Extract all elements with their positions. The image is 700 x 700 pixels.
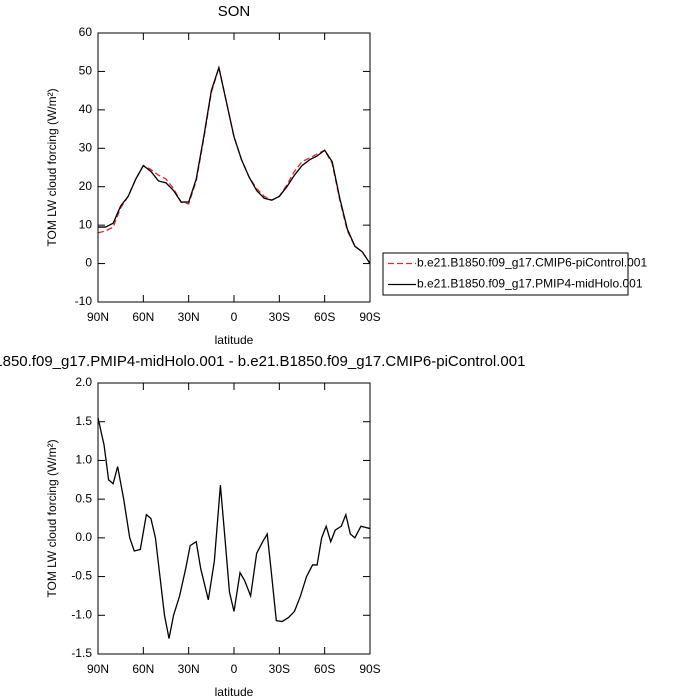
x-tick-label: 30N <box>178 310 200 324</box>
x-tick-label: 30N <box>178 662 200 676</box>
y-tick-label: -10 <box>75 294 93 308</box>
legend-label: b.e21.B1850.f09_g17.CMIP6-piControl.001 <box>417 256 647 270</box>
x-tick-label: 90N <box>87 662 109 676</box>
y-tick-label: -1.0 <box>71 607 92 621</box>
legend-label: b.e21.B1850.f09_g17.PMIP4-midHolo.001 <box>417 277 643 291</box>
y-tick-label: 60 <box>79 25 93 39</box>
chart-title: b.e21.B1850.f09_g17.PMIP4-midHolo.001 - … <box>0 353 525 370</box>
y-tick-label: 0.5 <box>75 491 92 505</box>
x-tick-label: 90N <box>87 310 109 324</box>
x-tick-label: 30S <box>269 662 290 676</box>
series-line <box>97 65 371 264</box>
y-tick-label: 50 <box>79 64 93 78</box>
y-tick-label: 0.0 <box>75 530 92 544</box>
y-tick-label: 1.5 <box>75 414 92 428</box>
series-line <box>97 417 371 639</box>
legend-box <box>382 252 629 296</box>
x-tick-label: 0 <box>231 310 238 324</box>
x-tick-label: 60S <box>314 310 335 324</box>
y-axis-label: TOM LW cloud forcing (W/m²) <box>45 439 59 597</box>
x-axis-label: latitude <box>215 333 254 347</box>
series-line <box>98 65 371 264</box>
y-tick-label: 1.0 <box>75 453 92 467</box>
y-tick-label: 40 <box>79 102 93 116</box>
x-tick-label: 90S <box>359 310 380 324</box>
x-tick-label: 0 <box>231 662 238 676</box>
plot-frame <box>97 382 371 655</box>
x-tick-label: 90S <box>359 662 380 676</box>
plot-frame <box>97 32 371 303</box>
x-tick-label: 30S <box>269 310 290 324</box>
y-tick-label: 2.0 <box>75 375 92 389</box>
chart-title: SON <box>218 3 251 20</box>
y-tick-label: 10 <box>79 217 93 231</box>
y-tick-label: 0 <box>85 256 92 270</box>
x-tick-label: 60N <box>132 310 154 324</box>
x-tick-label: 60S <box>314 662 335 676</box>
x-axis-label: latitude <box>215 685 254 699</box>
y-tick-label: 20 <box>79 179 93 193</box>
y-tick-label: -1.5 <box>71 646 92 660</box>
y-axis-label: TOM LW cloud forcing (W/m²) <box>45 88 59 246</box>
x-tick-label: 60N <box>132 662 154 676</box>
y-tick-label: 30 <box>79 140 93 154</box>
y-tick-label: -0.5 <box>71 569 92 583</box>
